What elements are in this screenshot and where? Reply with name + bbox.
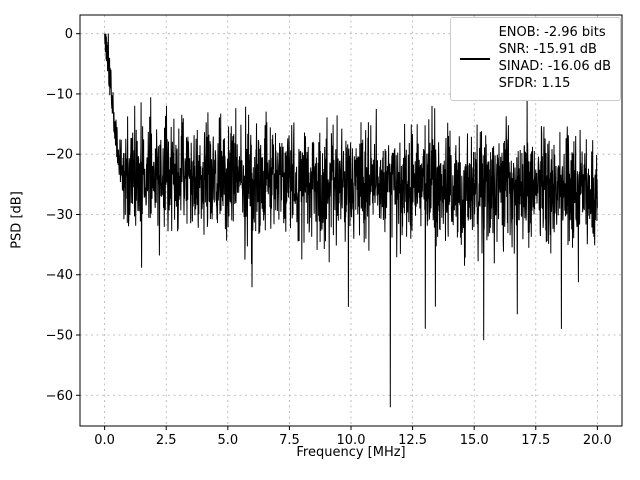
x-tick-label: 10.0 <box>337 433 366 448</box>
x-tick-label: 2.5 <box>156 433 177 448</box>
legend-box: ENOB: -2.96 bits SNR: -15.91 dB SINAD: -… <box>449 17 621 101</box>
y-tick-label: −10 <box>46 87 73 102</box>
legend-enob: ENOB: -2.96 bits <box>498 25 606 40</box>
psd-series-line <box>104 33 598 408</box>
x-axis-label: Frequency [MHz] <box>296 445 406 460</box>
legend-metrics: ENOB: -2.96 bits SNR: -15.91 dB SINAD: -… <box>499 25 611 93</box>
x-tick-label: 7.5 <box>279 433 300 448</box>
y-tick-label: −60 <box>46 389 73 404</box>
x-tick-label: 5.0 <box>217 433 238 448</box>
x-tick-label: 0.0 <box>94 433 115 448</box>
x-tick-label: 20.0 <box>583 433 612 448</box>
legend-snr: SNR: -15.91 dB <box>498 41 597 57</box>
x-tick-label: 17.5 <box>521 433 550 448</box>
legend-sinad: SINAD: -16.06 dB <box>498 58 611 74</box>
y-tick-label: 0 <box>65 27 73 42</box>
y-tick-label: −20 <box>46 148 73 163</box>
legend-line-sample-icon <box>459 57 490 60</box>
y-tick-label: −50 <box>46 329 73 344</box>
x-tick-label: 12.5 <box>398 433 427 448</box>
y-axis-label: PSD [dB] <box>9 191 25 249</box>
y-tick-label: −40 <box>46 268 73 283</box>
x-tick-label: 15.0 <box>460 433 489 448</box>
y-tick-label: −30 <box>46 208 73 223</box>
legend-sfdr: SFDR: 1.15 <box>498 75 571 91</box>
